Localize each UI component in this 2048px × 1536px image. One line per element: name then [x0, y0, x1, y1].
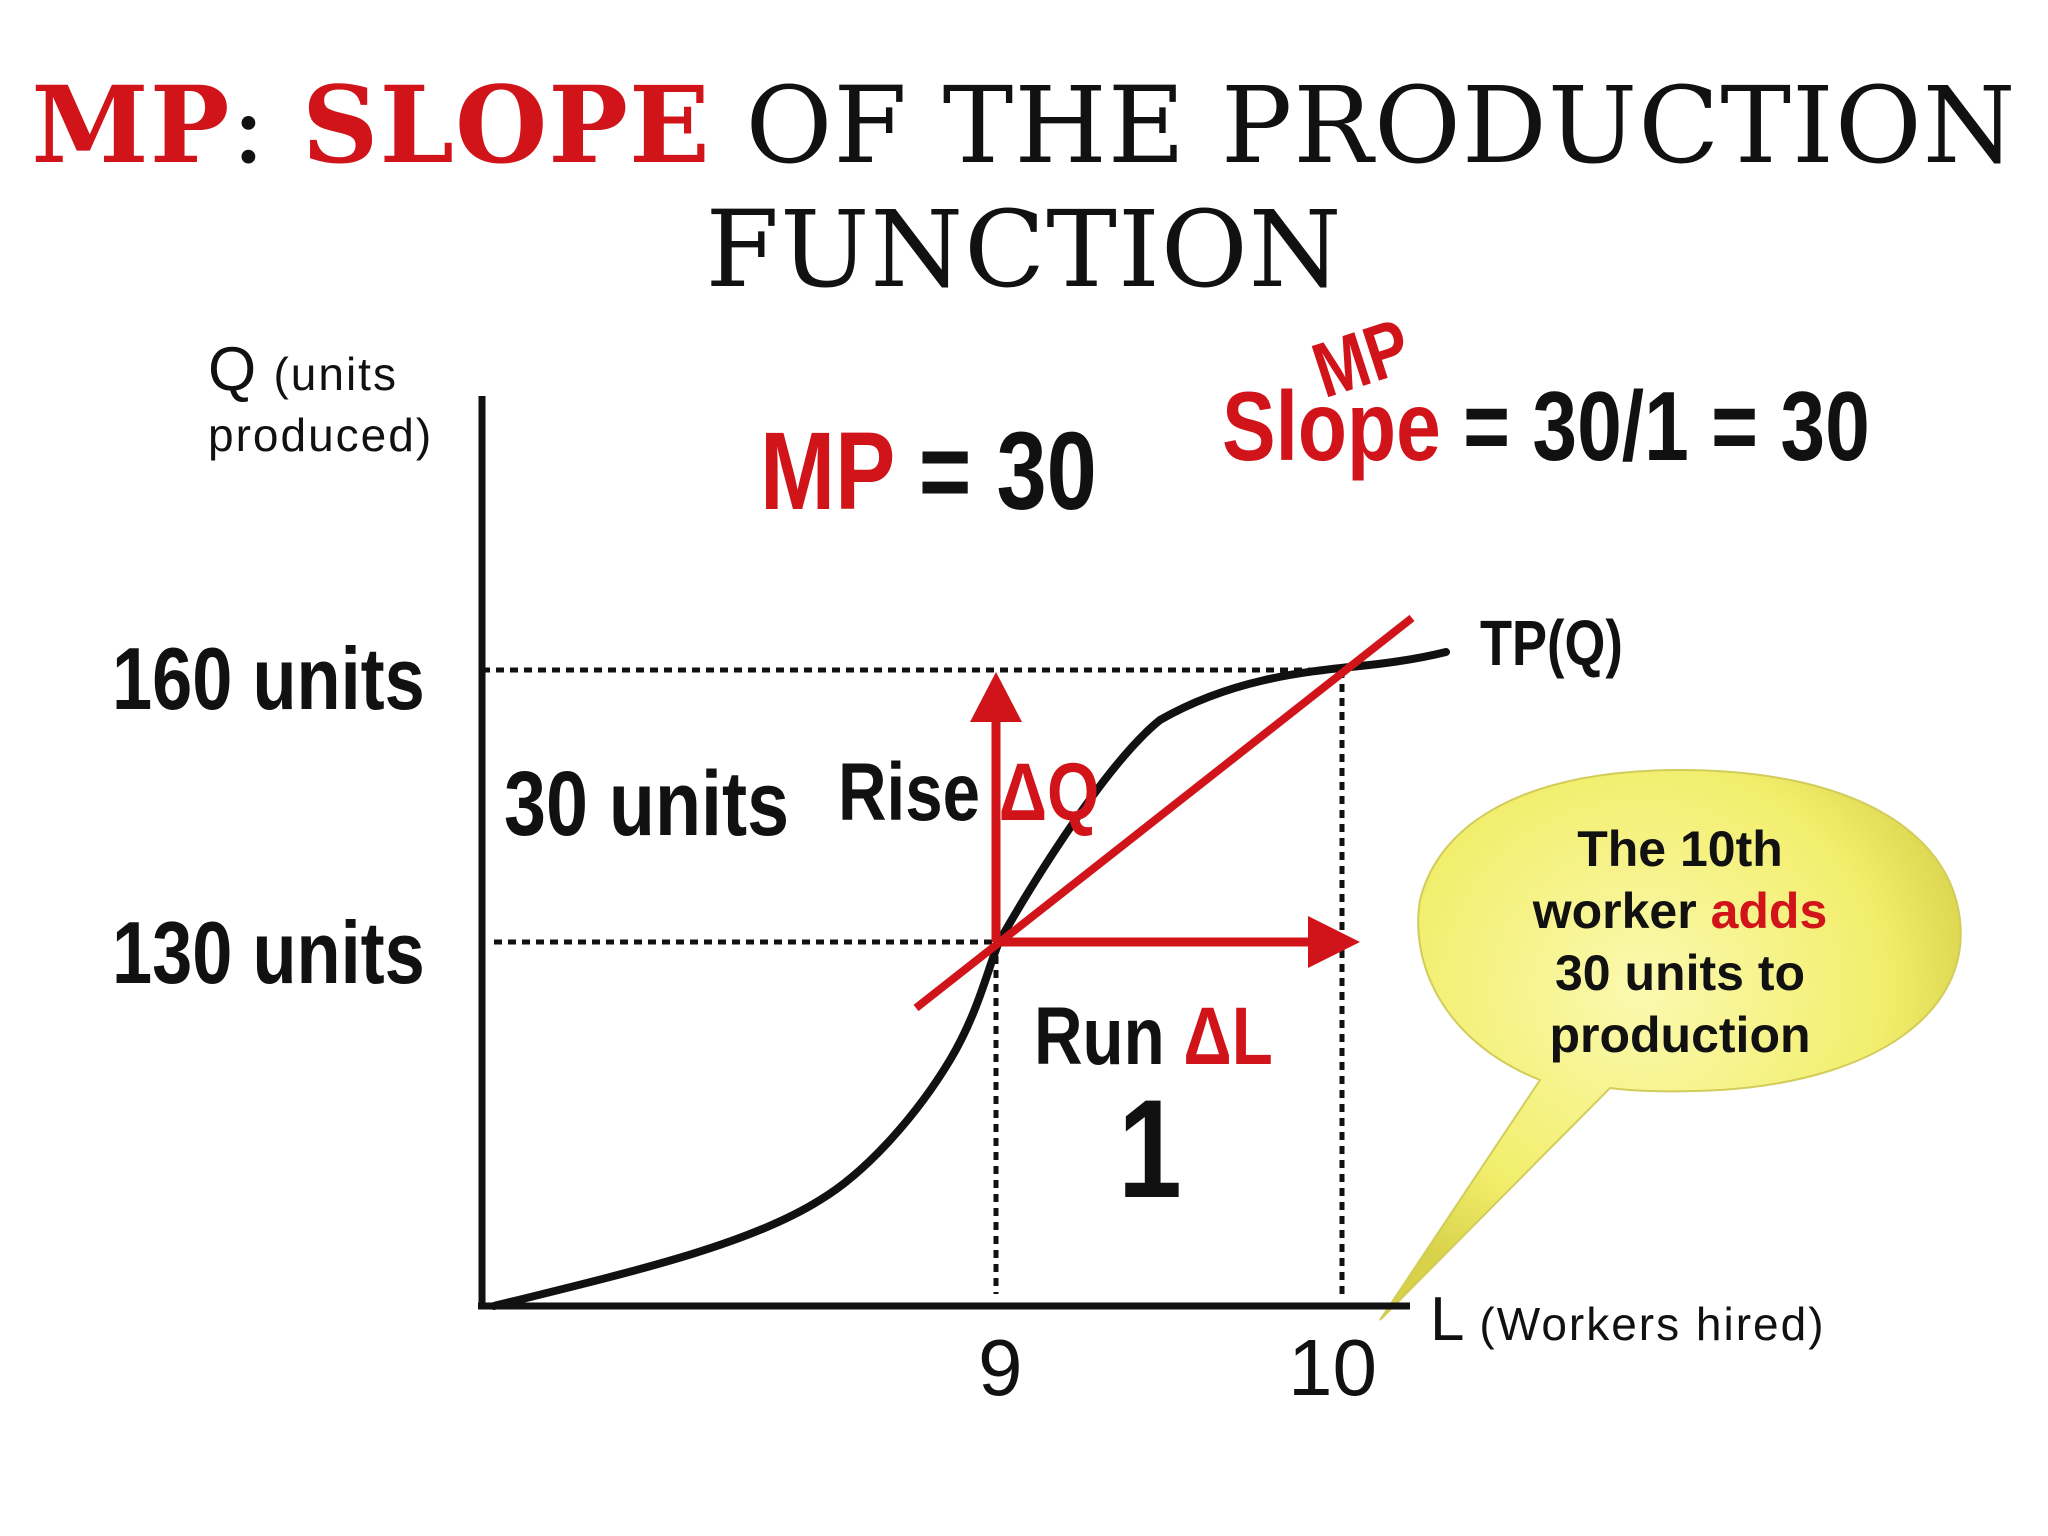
x-axis-label: L (Workers hired) [1430, 1284, 1826, 1355]
mp-equation-value: = 30 [918, 410, 1097, 533]
rise-word: Rise [838, 747, 981, 838]
slope-value: = 30/1 = 30 [1463, 371, 1870, 481]
rise-arrow-head [970, 672, 1022, 722]
title-slope: SLOPE [301, 62, 711, 187]
run-arrow-head [1308, 916, 1360, 968]
rise-value-label: 30 units [504, 753, 790, 855]
bubble-line-4: production [1549, 1007, 1811, 1063]
speech-bubble [1379, 768, 1962, 1321]
y-axis-label-sub: (units [273, 348, 398, 400]
rise-label: Rise ΔQ [838, 746, 1099, 840]
speech-bubble-text: The 10th worker adds 30 units to product… [1420, 818, 1940, 1066]
rise-delta: ΔQ [998, 747, 1100, 838]
bubble-line-1: The 10th [1577, 821, 1783, 877]
x-axis-label-main: L [1430, 1285, 1463, 1354]
bubble-line-2a: worker [1532, 883, 1697, 939]
x-axis-label-sub: (Workers hired) [1479, 1298, 1826, 1350]
slope-word: Slope [1222, 371, 1441, 481]
y-tick-130: 130 units [112, 903, 425, 1002]
title-mp: MP [31, 62, 231, 187]
page-title: MP: SLOPE OF THE PRODUCTION [0, 62, 2048, 187]
y-axis-label-main: Q [208, 335, 257, 404]
slope-equation: Slope = 30/1 = 30 [1222, 370, 1870, 483]
y-axis-label-line2: produced) [208, 409, 434, 461]
bubble-line-2b: adds [1710, 883, 1828, 939]
run-word: Run [1034, 991, 1165, 1082]
run-label: Run ΔL [1034, 990, 1273, 1084]
mp-equation-mp: MP [760, 410, 894, 533]
page-title-line2: FUNCTION [705, 188, 1343, 311]
x-tick-10: 10 [1288, 1323, 1377, 1412]
mp-equation: MP = 30 [760, 408, 1097, 535]
series-label-tp: TP(Q) [1480, 607, 1623, 679]
y-tick-160: 160 units [112, 629, 425, 728]
x-tick-9: 9 [978, 1323, 1023, 1412]
run-value-label: 1 [1118, 1070, 1182, 1227]
bubble-line-3: 30 units to [1554, 945, 1806, 1001]
y-axis-label: Q (units [208, 334, 398, 405]
title-colon: : [230, 64, 268, 187]
title-rest: OF THE PRODUCTION [745, 64, 2017, 187]
bubble-line-2: worker adds [1420, 880, 1940, 942]
run-delta: ΔL [1183, 991, 1273, 1082]
